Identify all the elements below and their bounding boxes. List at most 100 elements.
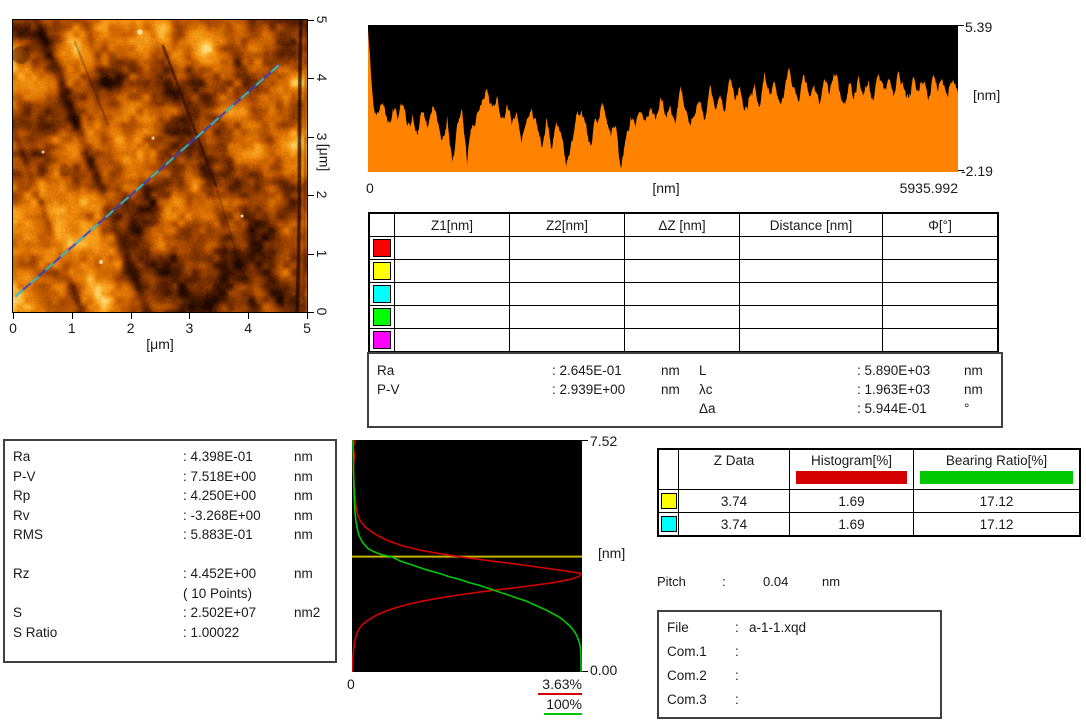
bearing-max-label: 100% <box>546 696 582 712</box>
stat-unit: nm <box>294 449 313 464</box>
profile-xmax-label: 5935.992 <box>899 180 958 196</box>
afm-x-tick-label: 4 <box>244 320 253 336</box>
cursor-color-header <box>368 212 395 237</box>
afm-x-axis-unit: [μm] <box>146 336 174 352</box>
com1-colon: : <box>735 644 739 659</box>
red-cursor-swatch[interactable] <box>373 239 391 257</box>
afm-y-tick <box>308 195 314 197</box>
stat-value: : 2.645E-01 <box>552 363 622 378</box>
line-stats-box: Ra : 2.645E-01 nm L : 5.890E+03 nm P-V :… <box>367 352 1003 428</box>
yellow-cursor-swatch[interactable] <box>373 262 391 280</box>
file-info-box: File : a-1-1.xqd Com.1 : Com.2 : Com.3 : <box>657 610 942 719</box>
zdata-row-cyan: 3.74 1.69 17.12 <box>657 512 1081 537</box>
zdata-header: Z Data <box>713 453 755 468</box>
cursor-row-red <box>368 236 999 260</box>
area-stat-row: S: 2.502E+07 nm2 <box>5 605 335 623</box>
stat-label: Δa <box>699 401 716 416</box>
stat-unit: nm <box>294 527 313 542</box>
afm-y-tick <box>308 253 314 255</box>
com3-label: Com.3 <box>667 692 707 707</box>
hist-max-label: 3.63% <box>542 676 582 692</box>
cursor-row-magenta <box>368 328 999 353</box>
afm-x-tick-label: 1 <box>67 320 76 336</box>
stat-value: : 1.963E+03 <box>857 382 931 397</box>
stat-label: L <box>699 363 707 378</box>
stat-label: Rz <box>13 566 30 581</box>
cursor-row-green <box>368 305 999 329</box>
afm-x-tick-label: 5 <box>303 320 311 336</box>
afm-y-tick <box>308 312 314 313</box>
stat-value: : 1.00022 <box>183 624 240 640</box>
com3-colon: : <box>735 692 739 707</box>
stat-value: : 7.518E+00 <box>183 468 257 484</box>
afm-x-tick <box>189 313 191 319</box>
file-value: a-1-1.xqd <box>749 620 807 635</box>
bearing-value: 17.12 <box>913 489 1081 513</box>
afm-y-tick-label: 2 <box>314 190 331 199</box>
magenta-cursor-swatch[interactable] <box>373 331 391 349</box>
afm-topography-image[interactable] <box>13 20 307 312</box>
profile-ymin-label: -2.19 <box>961 163 993 179</box>
profile-ymax-label: 5.39 <box>965 19 993 35</box>
afm-y-tick <box>308 78 314 80</box>
hist-ymin-tick <box>582 671 588 672</box>
stat-value: : -3.268E+00 <box>183 507 261 523</box>
stat-unit: nm <box>294 566 313 581</box>
stat-value: : 5.883E-01 <box>183 527 253 542</box>
stat-label: λc <box>699 382 713 397</box>
zdata-value: 3.74 <box>678 512 790 537</box>
afm-x-tick <box>71 313 73 319</box>
profile-ymax-tick <box>958 25 964 26</box>
stat-unit: nm <box>661 363 680 378</box>
profile-ymin-tick <box>958 170 964 171</box>
hist-ymax-label: 7.52 <box>590 433 618 449</box>
stat-value: : 5.890E+03 <box>857 363 931 378</box>
stat-label: S <box>13 605 23 620</box>
bearing-header-bar <box>920 471 1073 484</box>
afm-y-tick <box>308 136 314 138</box>
area-stat-row: Ra: 4.398E-01 nm <box>5 449 335 467</box>
zdata-color-header <box>657 448 679 490</box>
stat-label: Ra <box>13 449 31 464</box>
area-stat-row: ( 10 Points) <box>5 586 335 604</box>
bearing-header: Bearing Ratio[%] <box>945 453 1048 468</box>
zdata-row-yellow: 3.74 1.69 17.12 <box>657 489 1081 513</box>
area-stat-row: RMS : 5.883E-01 nm <box>5 527 335 545</box>
stat-unit: nm <box>294 488 313 503</box>
file-label: File <box>667 620 689 635</box>
zdata-value: 3.74 <box>678 489 790 513</box>
area-stat-row: Rp: 4.250E+00 nm <box>5 488 335 506</box>
profile-y-axis-unit: [nm] <box>973 87 1001 103</box>
line-profile-plot[interactable] <box>368 25 958 172</box>
col-header-z2: Z2[nm] <box>509 212 625 237</box>
afm-y-tick-label: 0 <box>314 307 331 316</box>
histogram-legend-underline <box>538 693 582 695</box>
afm-image-frame <box>12 19 308 313</box>
cursor-row-yellow <box>368 259 999 283</box>
pitch-colon: : <box>722 574 726 589</box>
stat-label: S Ratio <box>13 624 58 640</box>
area-stat-row: Rz: 4.452E+00 nm <box>5 566 335 584</box>
cyan-cursor-swatch[interactable] <box>373 285 391 303</box>
afm-x-tick-label: 3 <box>185 320 194 336</box>
stat-label: RMS <box>13 527 43 542</box>
stat-label: P-V <box>13 468 36 484</box>
histogram-plot[interactable] <box>352 440 582 672</box>
area-stat-row <box>5 547 335 565</box>
stat-unit: nm <box>294 507 313 523</box>
file-colon: : <box>735 620 739 635</box>
profile-xmin-label: 0 <box>366 180 374 196</box>
yellow-marker-swatch[interactable] <box>660 493 677 509</box>
com2-label: Com.2 <box>667 668 707 683</box>
col-header-z1: Z1[nm] <box>394 212 510 237</box>
afm-y-tick-label: 3 <box>314 132 331 141</box>
hist-xmin-label: 0 <box>347 676 355 692</box>
stat-label: Rv <box>13 507 30 523</box>
stat-unit: nm <box>964 363 983 378</box>
afm-x-tick-label: 2 <box>126 320 135 336</box>
histogram-header: Histogram[%] <box>810 453 893 468</box>
green-cursor-swatch[interactable] <box>373 308 391 326</box>
cyan-marker-swatch[interactable] <box>660 516 677 532</box>
bearing-legend-underline <box>544 713 582 715</box>
